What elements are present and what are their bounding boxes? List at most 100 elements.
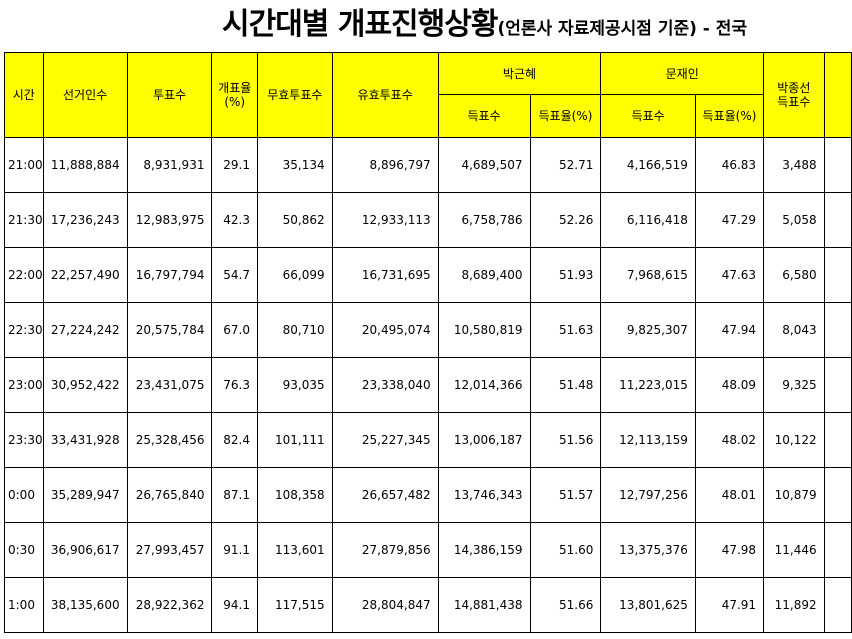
cell-votes: 12,983,975 xyxy=(126,192,213,248)
header-count-rate: 개표율 (%) xyxy=(211,52,258,138)
cell-invalid: 101,111 xyxy=(256,412,333,468)
cell-votes: 20,575,784 xyxy=(126,302,213,358)
table-row: 22:00 22,257,490 16,797,794 54.7 66,099 16,73… xyxy=(4,247,852,303)
cell-invalid: 66,099 xyxy=(256,247,333,303)
header-votes: 투표수 xyxy=(126,52,213,138)
cell-truncated xyxy=(823,302,852,358)
cell-votes: 27,993,457 xyxy=(126,522,213,578)
header-park-share: 득표율(%) xyxy=(529,94,602,138)
header-invalid: 무효투표수 xyxy=(256,52,333,138)
table-row: 21:30 17,236,243 12,983,975 42.3 50,862 12,93… xyxy=(4,192,852,248)
cell-invalid: 35,134 xyxy=(256,137,333,193)
cell-valid: 28,804,847 xyxy=(331,577,439,633)
cell-third: 9,325 xyxy=(763,357,825,413)
cell-park-pct: 51.56 xyxy=(529,412,602,468)
cell-moon-pct: 48.09 xyxy=(694,357,765,413)
header-moon-share: 득표율(%) xyxy=(694,94,765,138)
cell-valid: 8,896,797 xyxy=(331,137,439,193)
cell-rate: 67.0 xyxy=(211,302,258,358)
cell-moon-pct: 47.94 xyxy=(694,302,765,358)
cell-moon-pct: 47.91 xyxy=(694,577,765,633)
cell-rate: 94.1 xyxy=(211,577,258,633)
cell-park-pct: 51.57 xyxy=(529,467,602,523)
cell-moon-pct: 47.98 xyxy=(694,522,765,578)
cell-valid: 12,933,113 xyxy=(331,192,439,248)
cell-moon-votes: 13,375,376 xyxy=(600,522,696,578)
page-title: 시간대별 개표진행상황(언론사 자료제공시점 기준) - 전국 xyxy=(222,2,747,48)
cell-time: 23:30 xyxy=(4,412,44,468)
cell-rate: 29.1 xyxy=(211,137,258,193)
table-row: 1:00 38,135,600 28,922,362 94.1 117,515 28,80… xyxy=(4,577,852,633)
cell-time: 21:00 xyxy=(4,137,44,193)
cell-electorate: 22,257,490 xyxy=(42,247,128,303)
cell-third: 3,488 xyxy=(763,137,825,193)
cell-truncated xyxy=(823,577,852,633)
title-main: 시간대별 개표진행상황 xyxy=(222,7,498,42)
cell-valid: 20,495,074 xyxy=(331,302,439,358)
cell-votes: 16,797,794 xyxy=(126,247,213,303)
cell-electorate: 17,236,243 xyxy=(42,192,128,248)
cell-valid: 27,879,856 xyxy=(331,522,439,578)
cell-park-votes: 12,014,366 xyxy=(437,357,531,413)
cell-moon-votes: 12,113,159 xyxy=(600,412,696,468)
header-park-votes: 득표수 xyxy=(437,94,531,138)
cell-truncated xyxy=(823,412,852,468)
cell-truncated xyxy=(823,192,852,248)
cell-invalid: 80,710 xyxy=(256,302,333,358)
cell-rate: 91.1 xyxy=(211,522,258,578)
cell-park-pct: 52.71 xyxy=(529,137,602,193)
cell-electorate: 35,289,947 xyxy=(42,467,128,523)
table-row: 0:30 36,906,617 27,993,457 91.1 113,601 27,87… xyxy=(4,522,852,578)
cell-park-votes: 8,689,400 xyxy=(437,247,531,303)
title-subtitle: (언론사 자료제공시점 기준) - 전국 xyxy=(497,19,748,39)
cell-moon-votes: 12,797,256 xyxy=(600,467,696,523)
cell-truncated xyxy=(823,522,852,578)
cell-moon-votes: 6,116,418 xyxy=(600,192,696,248)
header-time: 시간 xyxy=(4,52,44,138)
header-third-candidate: 박종선 득표수 xyxy=(763,52,825,138)
cell-rate: 42.3 xyxy=(211,192,258,248)
cell-valid: 25,227,345 xyxy=(331,412,439,468)
cell-third: 11,892 xyxy=(763,577,825,633)
header-candidate-park: 박근혜 xyxy=(437,52,602,95)
cell-park-pct: 51.66 xyxy=(529,577,602,633)
cell-electorate: 27,224,242 xyxy=(42,302,128,358)
cell-third: 10,122 xyxy=(763,412,825,468)
cell-truncated xyxy=(823,357,852,413)
cell-time: 0:30 xyxy=(4,522,44,578)
cell-park-votes: 6,758,786 xyxy=(437,192,531,248)
cell-moon-pct: 47.29 xyxy=(694,192,765,248)
cell-moon-pct: 47.63 xyxy=(694,247,765,303)
cell-time: 23:00 xyxy=(4,357,44,413)
cell-park-votes: 13,006,187 xyxy=(437,412,531,468)
cell-electorate: 36,906,617 xyxy=(42,522,128,578)
cell-park-votes: 14,386,159 xyxy=(437,522,531,578)
cell-electorate: 11,888,884 xyxy=(42,137,128,193)
cell-park-pct: 51.63 xyxy=(529,302,602,358)
cell-truncated xyxy=(823,467,852,523)
cell-invalid: 93,035 xyxy=(256,357,333,413)
cell-park-votes: 13,746,343 xyxy=(437,467,531,523)
header-subrow: 득표수 득표율(%) 득표수 득표율(%) xyxy=(5,94,852,138)
cell-rate: 87.1 xyxy=(211,467,258,523)
cell-invalid: 113,601 xyxy=(256,522,333,578)
cell-park-votes: 14,881,438 xyxy=(437,577,531,633)
table-body: 21:00 11,888,884 8,931,931 29.1 35,134 8,896,… xyxy=(4,137,852,633)
cell-park-votes: 10,580,819 xyxy=(437,302,531,358)
cell-truncated xyxy=(823,137,852,193)
cell-electorate: 30,952,422 xyxy=(42,357,128,413)
cell-time: 22:30 xyxy=(4,302,44,358)
cell-votes: 8,931,931 xyxy=(126,137,213,193)
cell-third: 6,580 xyxy=(763,247,825,303)
cell-moon-pct: 48.01 xyxy=(694,467,765,523)
table-row: 23:00 30,952,422 23,431,075 76.3 93,035 23,33… xyxy=(4,357,852,413)
cell-third: 5,058 xyxy=(763,192,825,248)
cell-park-pct: 51.60 xyxy=(529,522,602,578)
cell-truncated xyxy=(823,247,852,303)
cell-park-pct: 51.48 xyxy=(529,357,602,413)
cell-third: 10,879 xyxy=(763,467,825,523)
cell-time: 22:00 xyxy=(4,247,44,303)
cell-votes: 26,765,840 xyxy=(126,467,213,523)
header-moon-votes: 득표수 xyxy=(600,94,696,138)
cell-third: 8,043 xyxy=(763,302,825,358)
